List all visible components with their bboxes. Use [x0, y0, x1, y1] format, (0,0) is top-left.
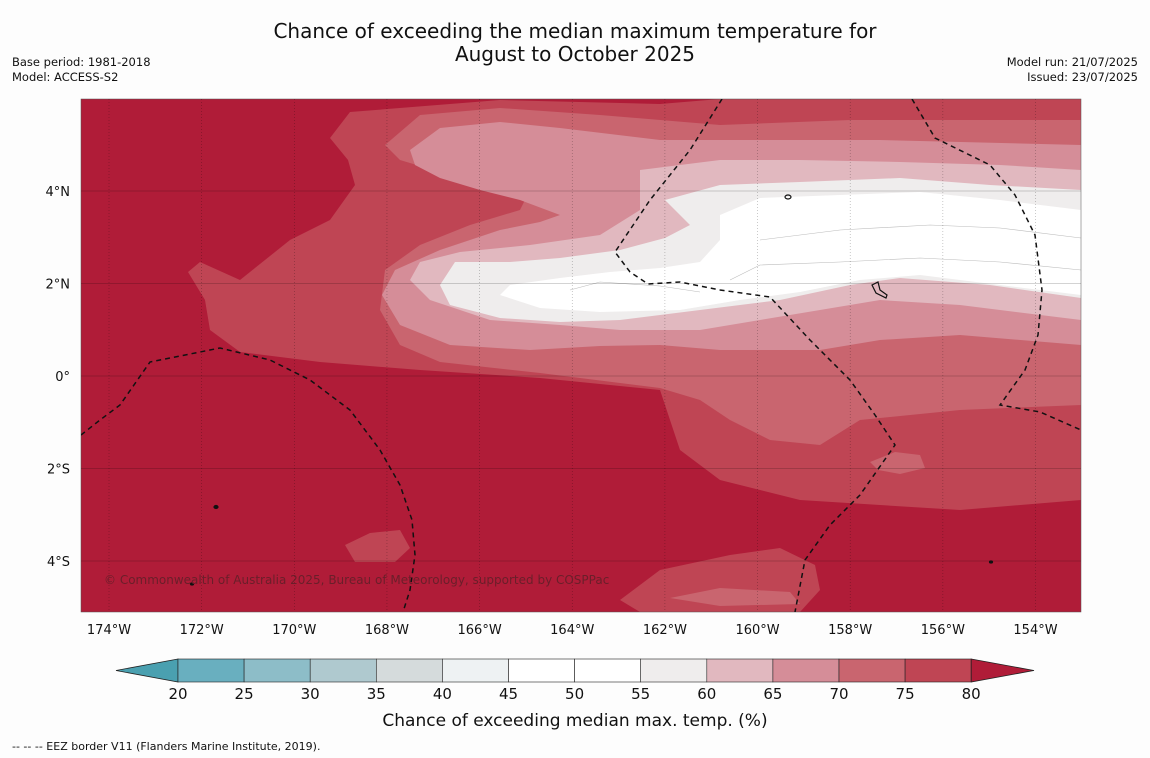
probability-field	[81, 99, 1081, 612]
lon-label: 160°W	[735, 623, 779, 638]
eez-border	[81, 347, 416, 612]
band-50	[500, 192, 1081, 312]
colorbar-tick-label: 45	[499, 685, 518, 703]
model-name: Model: ACCESS-S2	[12, 70, 119, 84]
colorbar-swatch	[838, 658, 906, 683]
colorbar-tick-label: 35	[367, 685, 386, 703]
lon-label: 168°W	[365, 623, 409, 638]
colorbar-swatch	[904, 658, 972, 683]
lon-label: 170°W	[272, 623, 316, 638]
colorbar-swatch	[640, 658, 708, 683]
lon-label: 158°W	[828, 623, 872, 638]
map-title-line1: Chance of exceeding the median maximum t…	[273, 19, 877, 43]
meta-right: Model run: 21/07/2025 Issued: 23/07/2025	[1007, 55, 1138, 85]
colorbar-extend-low	[115, 658, 179, 683]
colorbar-label: Chance of exceeding median max. temp. (%…	[382, 711, 767, 731]
colorbar-swatch	[772, 658, 840, 683]
lat-label: 2°S	[47, 463, 70, 478]
copyright-text: © Commonwealth of Australia 2025, Bureau…	[104, 573, 609, 587]
colorbar-swatch	[442, 658, 509, 683]
lon-label: 164°W	[550, 623, 594, 638]
island	[988, 560, 994, 564]
colorbar-tick-label: 20	[168, 685, 187, 703]
model-run: Model run: 21/07/2025	[1006, 55, 1138, 69]
colorbar-tick-label: 75	[896, 685, 915, 703]
colorbar-swatch	[177, 658, 245, 683]
eez-borders	[81, 99, 1081, 612]
map-title-line2: August to October 2025	[454, 42, 696, 66]
region-east-70	[870, 452, 925, 474]
lat-label: 2°N	[46, 278, 71, 293]
colorbar-tick-label: 80	[962, 685, 981, 703]
lon-label: 154°W	[1013, 623, 1057, 638]
lat-label: 4°N	[46, 185, 71, 200]
longitude-labels: 174°W 172°W 170°W 168°W 166°W 164°W 162°W 160°W…	[87, 623, 1058, 638]
region-lower-70	[670, 588, 800, 606]
colorbar-tick-label: 25	[235, 685, 254, 703]
eez-border	[911, 99, 1081, 431]
island	[871, 281, 888, 299]
colorbar-swatch	[706, 658, 774, 683]
lon-label: 166°W	[458, 623, 502, 638]
eez-legend-note: -- -- -- EEZ border V11 (Flanders Marine…	[12, 740, 321, 753]
issued-date: Issued: 23/07/2025	[1027, 70, 1138, 84]
island	[784, 194, 792, 200]
colorbar-extend-high	[970, 658, 1035, 683]
eez-border	[614, 99, 896, 612]
colorbar-tick-label: 65	[763, 685, 782, 703]
lon-label: 174°W	[87, 623, 131, 638]
colorbar-swatch	[508, 658, 575, 683]
colorbar-swatch	[574, 658, 641, 683]
colorbar-tick-label: 60	[697, 685, 716, 703]
colorbar-swatch	[243, 658, 311, 683]
colorbar-tick-label: 55	[631, 685, 650, 703]
colorbar-tick-label: 70	[829, 685, 848, 703]
lon-label: 162°W	[643, 623, 687, 638]
colorbar-tick-label: 40	[433, 685, 452, 703]
base-period: Base period: 1981-2018	[12, 55, 151, 69]
islands	[189, 194, 994, 586]
colorbar-tick-label: 50	[565, 685, 584, 703]
island	[213, 504, 219, 510]
colorbar-swatch	[309, 658, 377, 683]
map-frame	[80, 98, 1082, 613]
island	[189, 582, 195, 586]
colorbar-tick-label: 30	[301, 685, 320, 703]
lon-label: 156°W	[921, 623, 965, 638]
lon-label: 172°W	[180, 623, 224, 638]
lat-label: 0°	[55, 370, 70, 385]
graticule	[81, 99, 1081, 612]
colorbar: 20 25 30 35 40 45 50 55 60 65 70 75 80	[115, 658, 1035, 703]
colorbar-swatch	[375, 658, 443, 683]
lat-label: 4°S	[47, 555, 70, 570]
latitude-labels: 4°N 2°N 0° 2°S 4°S	[46, 185, 71, 570]
region-southwest-75	[345, 530, 410, 562]
meta-left: Base period: 1981-2018 Model: ACCESS-S2	[12, 55, 151, 85]
isolines	[569, 224, 1081, 293]
